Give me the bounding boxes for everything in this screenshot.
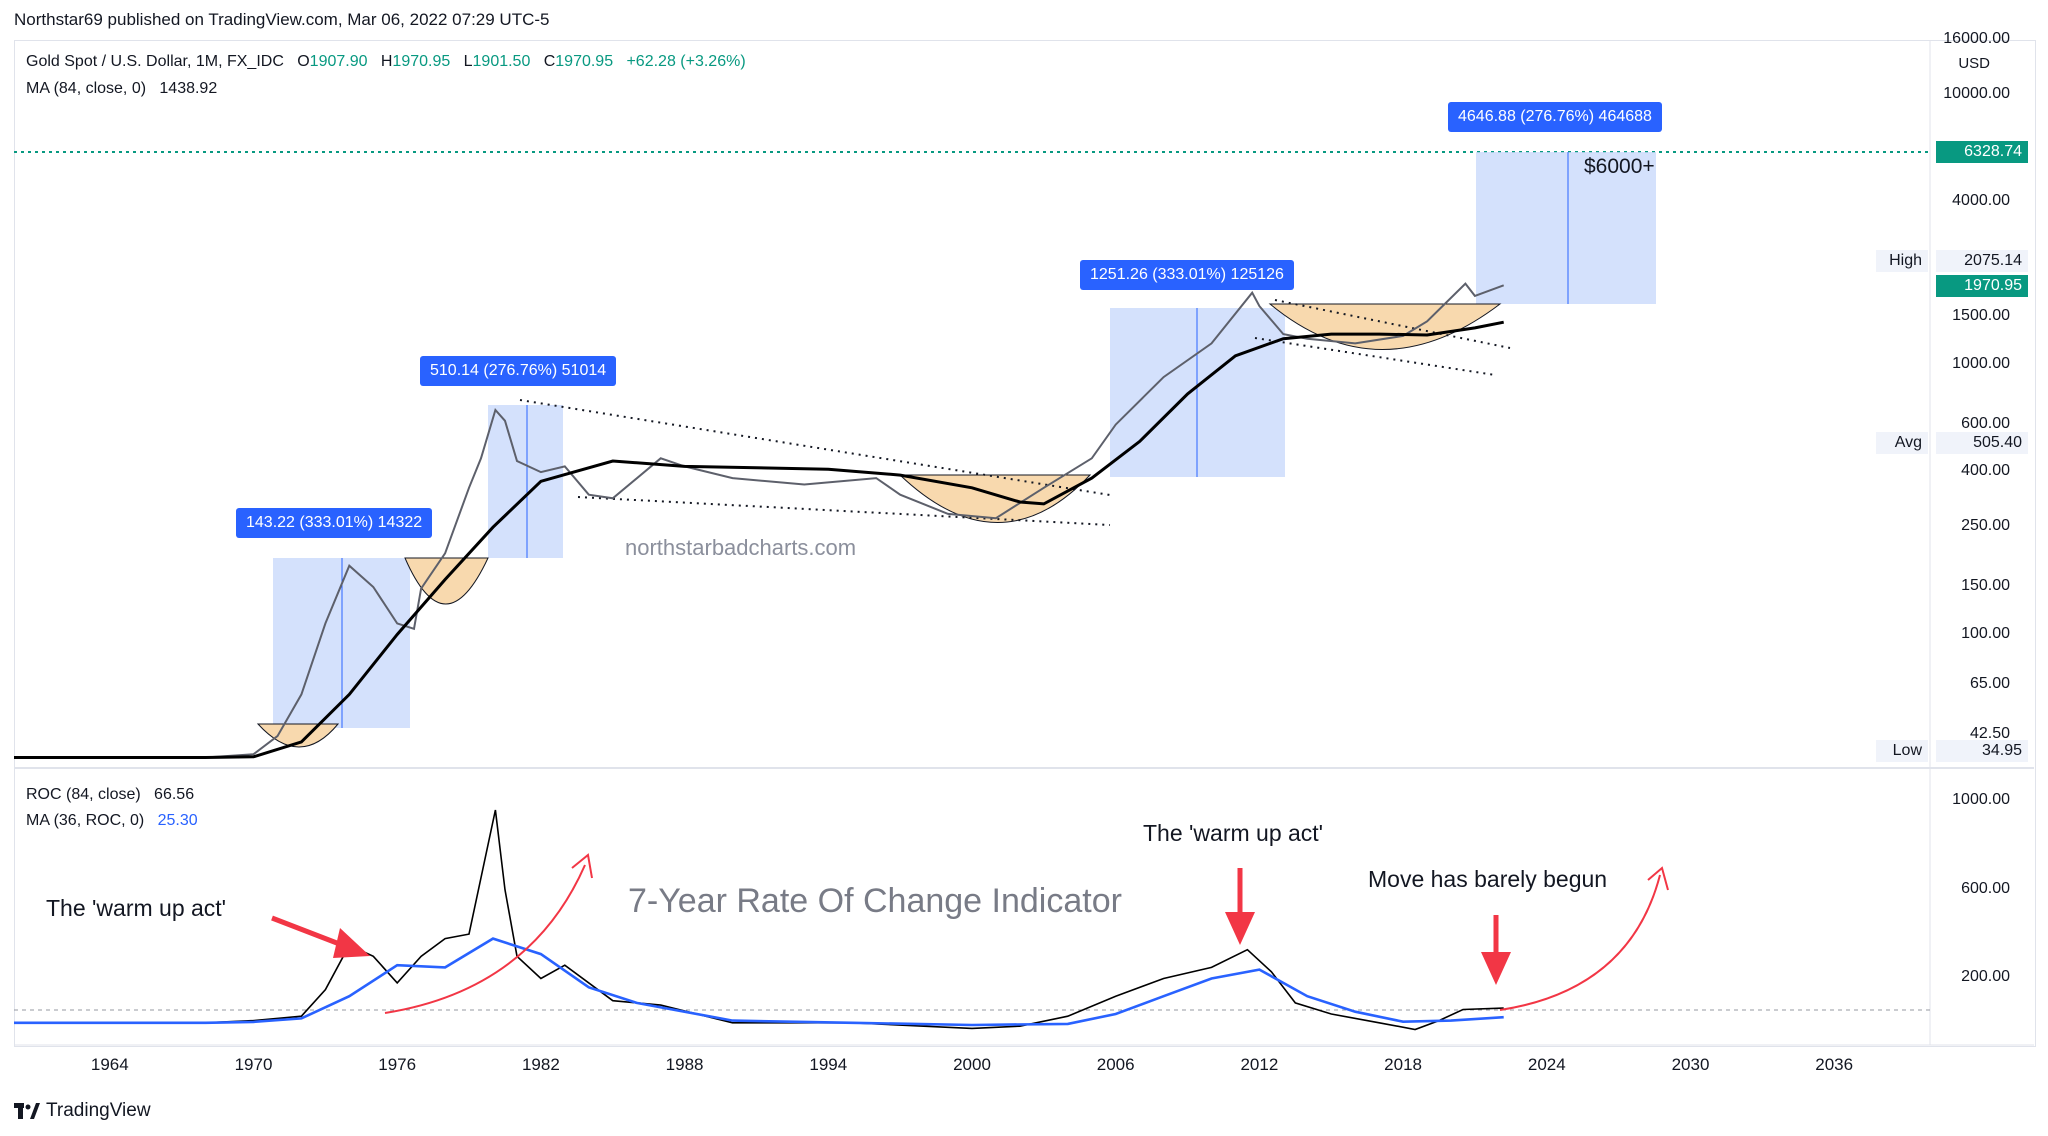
- time-tick-label: 2036: [1815, 1055, 1854, 1074]
- time-tick-label: 1964: [90, 1055, 129, 1074]
- ma-label: MA (84, close, 0): [26, 80, 147, 97]
- price-tick-label: 4000.00: [1952, 192, 2010, 210]
- price-tick-label: 42.50: [1969, 724, 2010, 742]
- watermark: northstarbadcharts.com: [625, 535, 857, 560]
- red-curve-arrow-1: [384, 853, 593, 1014]
- low-tag-value: 34.95: [1936, 740, 2028, 762]
- open-value: 1907.90: [309, 53, 368, 70]
- red-curve-arrow-2: [1499, 866, 1669, 1011]
- roc-legend: ROC (84, close) 66.56: [26, 786, 194, 804]
- price-tick-label: 1000.00: [1952, 354, 2010, 372]
- measure-box-4: [1476, 152, 1656, 304]
- warm-up-label-2: The 'warm up act': [1143, 820, 1324, 846]
- price-tick-label: 150.00: [1961, 577, 2010, 595]
- avg-tag-label: Avg: [1876, 432, 1928, 454]
- barely-begun-label: Move has barely begun: [1368, 866, 1608, 892]
- last-price-tag: 1970.95: [1936, 275, 2028, 297]
- measure-box-2: [488, 405, 563, 558]
- low-label: L: [463, 53, 473, 70]
- measure-pill-2[interactable]: 510.14 (276.76%) 51014: [420, 356, 617, 386]
- price-tick-label: 600.00: [1961, 414, 2010, 432]
- tradingview-logo-icon: [14, 1103, 40, 1119]
- price-series-line: [14, 282, 1505, 759]
- roc-ma-label: MA (36, ROC, 0): [26, 812, 145, 829]
- price-tick-label: 100.00: [1961, 624, 2010, 642]
- high-label: H: [380, 53, 393, 70]
- time-tick-label: 1970: [234, 1055, 273, 1074]
- open-label: O: [297, 53, 310, 70]
- roc-ma-value: 25.30: [157, 812, 198, 829]
- price-tick-label: 1500.00: [1952, 307, 2010, 325]
- roc-label: ROC (84, close): [26, 786, 141, 803]
- time-tick-label: 2012: [1240, 1055, 1279, 1074]
- time-tick-label: 1994: [809, 1055, 848, 1074]
- measure-pill-4[interactable]: 4646.88 (276.76%) 464688: [1448, 102, 1662, 132]
- warm-up-label-1: The 'warm up act': [46, 895, 227, 921]
- brand-name: TradingView: [46, 1100, 151, 1121]
- ma-84-line: [14, 320, 1504, 759]
- roc-value: 66.56: [154, 786, 195, 803]
- red-arrow-warm-up-2: [1225, 868, 1255, 945]
- price-tick-label: 16000.00: [1943, 30, 2010, 47]
- tradingview-brand[interactable]: TradingView: [14, 1100, 151, 1122]
- currency-label: USD: [1958, 55, 1990, 72]
- avg-tag-value: 505.40: [1936, 432, 2028, 454]
- target-price-tag: 6328.74: [1936, 141, 2028, 163]
- price-tick-label: 400.00: [1961, 462, 2010, 480]
- roc-indicator-title: 7-Year Rate Of Change Indicator: [628, 882, 1122, 920]
- cup-2: [404, 557, 489, 605]
- roc-ma-36-line: [14, 937, 1504, 1027]
- price-tick-label: 10000.00: [1943, 85, 2010, 103]
- main-legend: Gold Spot / U.S. Dollar, 1M, FX_IDC O190…: [26, 53, 746, 71]
- roc-tick-label: 600.00: [1961, 879, 2010, 897]
- ma-legend: MA (84, close, 0) 1438.92: [26, 80, 217, 98]
- measure-pill-1[interactable]: 143.22 (333.01%) 14322: [236, 508, 433, 538]
- trendline-lower-1: [577, 496, 1111, 526]
- roc-ma-legend: MA (36, ROC, 0) 25.30: [26, 812, 198, 830]
- red-arrow-warm-up-1: [271, 915, 370, 958]
- chart-frame: [14, 40, 2036, 1047]
- measure-pill-3[interactable]: 1251.26 (333.01%) 125126: [1080, 260, 1294, 290]
- time-tick-label: 2000: [953, 1055, 991, 1074]
- high-tag-value: 2075.14: [1936, 250, 2028, 272]
- target-annotation: $6000+: [1584, 155, 1655, 178]
- time-tick-label: 2030: [1671, 1055, 1710, 1074]
- red-arrow-barely-begun: [1481, 915, 1511, 985]
- price-tick-label: 65.00: [1969, 674, 2010, 692]
- time-tick-label: 1982: [521, 1055, 560, 1074]
- price-tick-label: 250.00: [1961, 517, 2010, 535]
- high-tag-label: High: [1876, 250, 1928, 272]
- cup-1: [256, 723, 340, 748]
- time-tick-label: 2018: [1384, 1055, 1422, 1074]
- close-value: 1970.95: [555, 53, 614, 70]
- time-tick-label: 1988: [665, 1055, 704, 1074]
- ma-value: 1438.92: [159, 80, 218, 97]
- trendline-upper-2: [1274, 299, 1511, 349]
- published-by: Northstar69 published on TradingView.com…: [14, 10, 550, 29]
- change-value: +62.28 (+3.26%): [626, 53, 746, 70]
- low-tag-label: Low: [1876, 740, 1928, 762]
- time-tick-label: 2024: [1527, 1055, 1566, 1074]
- symbol-label: Gold Spot / U.S. Dollar, 1M, FX_IDC: [26, 53, 284, 70]
- time-tick-label: 2006: [1096, 1055, 1135, 1074]
- close-label: C: [543, 53, 556, 70]
- low-value: 1901.50: [472, 53, 531, 70]
- roc-tick-label: 200.00: [1961, 968, 2010, 986]
- cup-4: [1268, 303, 1502, 350]
- time-tick-label: 1976: [378, 1055, 417, 1074]
- roc-tick-label: 1000.00: [1952, 791, 2010, 809]
- high-value: 1970.95: [392, 53, 451, 70]
- trendline-upper-1: [519, 399, 1111, 496]
